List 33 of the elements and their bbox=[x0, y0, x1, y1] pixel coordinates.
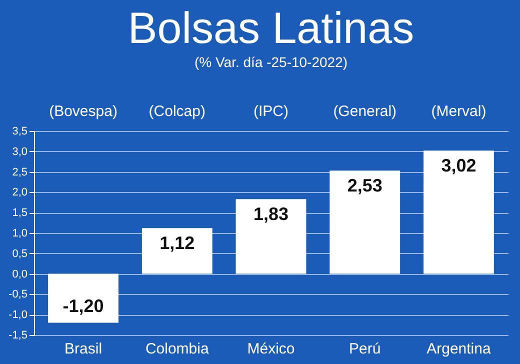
y-tick-label: -0,5 bbox=[8, 288, 28, 301]
y-tick-label: 1,5 bbox=[12, 207, 28, 220]
data-label: -1,20 bbox=[62, 296, 104, 316]
text: (Colcap) bbox=[148, 103, 206, 120]
x-tick-label: Argentina bbox=[426, 340, 492, 358]
chart-subtitle: (% Var. día -25-10-2022) bbox=[194, 54, 348, 70]
text: (Bovespa) bbox=[49, 103, 118, 120]
data-label: 2,53 bbox=[347, 176, 382, 196]
bar bbox=[48, 274, 118, 323]
data-label: 3,02 bbox=[441, 156, 476, 176]
x-tick-label: Colombia bbox=[145, 340, 210, 358]
y-tick-label: -1,0 bbox=[8, 309, 28, 322]
data-label: 1,12 bbox=[160, 233, 195, 254]
y-tick-label: 2,5 bbox=[12, 166, 28, 178]
y-tick-label: 0,0 bbox=[12, 268, 28, 280]
text: (Merval) bbox=[431, 103, 486, 120]
x-tick-label: Brasil bbox=[64, 340, 102, 358]
bar bbox=[330, 170, 400, 274]
y-tick-label: 3,0 bbox=[12, 146, 28, 158]
y-tick-label: 3,5 bbox=[12, 126, 28, 138]
text: (IPC) bbox=[254, 103, 288, 120]
bar bbox=[236, 199, 306, 274]
y-tick-label: 1,0 bbox=[12, 228, 28, 240]
y-tick-label: -1,5 bbox=[8, 330, 28, 342]
x-tick-label: México bbox=[247, 340, 295, 358]
chart-title: Bolsas Latinas bbox=[128, 4, 414, 53]
text: (General) bbox=[333, 103, 397, 120]
y-tick-label: 2,0 bbox=[12, 186, 28, 199]
data-label: 1,83 bbox=[253, 204, 289, 224]
x-tick-label: Perú bbox=[349, 340, 381, 358]
bar bbox=[424, 150, 494, 274]
y-tick-label: 0,5 bbox=[12, 248, 28, 260]
bar bbox=[142, 228, 212, 274]
